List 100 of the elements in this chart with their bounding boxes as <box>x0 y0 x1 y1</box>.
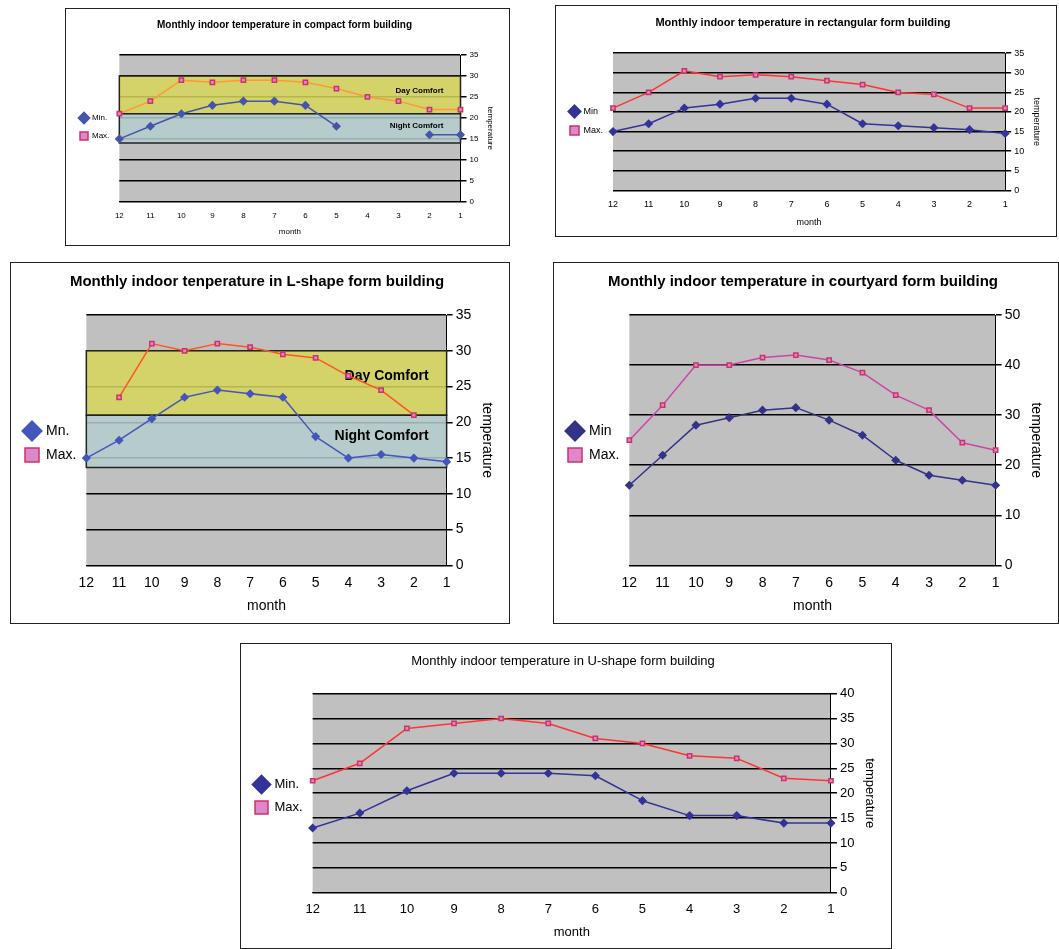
x-tick-label: 7 <box>272 210 278 220</box>
x-tick-label: 10 <box>176 210 187 220</box>
point <box>147 414 157 423</box>
x-tick-label: 9 <box>210 210 216 220</box>
point <box>824 415 834 425</box>
y-tick-label: 35 <box>1014 47 1025 58</box>
point <box>301 101 310 110</box>
y-tick-label: 10 <box>1004 506 1021 523</box>
y-axis-title: temperature <box>1028 402 1045 479</box>
x-tick-label: 3 <box>925 573 934 590</box>
point <box>638 796 647 805</box>
y-tick-label: 15 <box>839 809 855 825</box>
x-tick-label: 4 <box>344 573 353 590</box>
point <box>685 811 694 820</box>
x-tick-label: 6 <box>824 199 830 210</box>
y-tick-label: 25 <box>469 92 479 102</box>
point <box>208 101 217 110</box>
legend-label: Max. <box>274 799 303 815</box>
y-tick-label: 40 <box>1004 355 1021 372</box>
point <box>355 808 365 818</box>
x-tick-label: 4 <box>895 199 901 210</box>
y-tick-label: 25 <box>455 377 472 394</box>
y-tick-label: 10 <box>1014 145 1025 156</box>
x-tick-label: 10 <box>399 901 415 917</box>
y-tick-label: 50 <box>1004 305 1021 322</box>
y-tick-label: 30 <box>469 71 479 81</box>
x-axis-title: month <box>247 597 286 614</box>
x-tick-label: 1 <box>991 573 1000 590</box>
x-tick-label: 2 <box>409 573 418 590</box>
chart-title: Monthly indoor temperature in courtyard form building <box>607 272 999 290</box>
y-axis-title: temperature <box>862 758 878 829</box>
point <box>891 455 900 465</box>
y-tick-label: 30 <box>1004 406 1021 423</box>
point <box>278 393 288 402</box>
y-tick-label: 0 <box>839 884 848 900</box>
x-tick-label: 8 <box>753 199 759 210</box>
point <box>270 96 279 106</box>
point <box>115 134 124 144</box>
y-tick-label: 20 <box>1014 106 1025 117</box>
x-tick-label: 7 <box>246 573 255 590</box>
x-tick-label: 6 <box>591 901 599 917</box>
point <box>402 786 412 795</box>
point <box>724 413 734 422</box>
point <box>680 103 689 113</box>
x-tick-label: 2 <box>967 199 973 210</box>
x-tick-label: 10 <box>688 573 704 590</box>
chart-title: Monthly indoor temperature in compact form building <box>156 18 413 30</box>
x-tick-label: 11 <box>655 573 671 590</box>
y-tick-label: 5 <box>455 520 464 537</box>
x-tick-label: 4 <box>891 573 900 590</box>
point <box>180 393 189 402</box>
x-tick-label: 12 <box>608 199 619 210</box>
point <box>114 435 124 445</box>
y-tick-label: 30 <box>839 734 855 750</box>
point <box>924 471 934 480</box>
x-tick-label: 12 <box>305 901 320 917</box>
y-tick-label: 5 <box>1014 165 1020 176</box>
y-tick-label: 15 <box>469 134 479 144</box>
x-tick-label: 2 <box>958 573 967 590</box>
x-tick-label: 7 <box>788 199 794 210</box>
y-tick-label: 25 <box>1014 86 1025 97</box>
x-tick-label: 3 <box>396 210 402 220</box>
x-axis-title: month <box>796 217 822 228</box>
y-tick-label: 20 <box>1004 456 1021 473</box>
x-tick-label: 8 <box>213 573 222 590</box>
y-tick-label: 0 <box>469 197 475 206</box>
legend-label: Min. <box>92 113 108 123</box>
y-tick-label: 30 <box>455 341 472 358</box>
point <box>425 130 434 139</box>
x-tick-label: 3 <box>733 901 741 917</box>
point <box>791 403 801 412</box>
y-axis-title: temperature <box>486 106 495 151</box>
y-tick-label: 5 <box>469 176 475 186</box>
x-tick-label: 10 <box>144 573 160 590</box>
point <box>245 389 255 398</box>
y-tick-label: 10 <box>469 155 479 165</box>
point <box>715 99 725 109</box>
y-tick-label: 15 <box>1014 126 1025 137</box>
point <box>496 769 506 778</box>
x-tick-label: 6 <box>278 573 287 590</box>
point <box>608 127 618 136</box>
point <box>239 96 248 106</box>
x-axis-title: month <box>278 227 302 237</box>
legend-label: Min <box>583 105 599 116</box>
y-tick-label: 0 <box>1014 184 1020 195</box>
y-axis-title: temperature <box>479 402 496 479</box>
point <box>958 476 967 485</box>
point <box>332 122 341 131</box>
x-tick-label: 1 <box>827 901 835 917</box>
x-tick-label: 6 <box>825 573 834 590</box>
point <box>758 405 767 415</box>
point <box>991 481 1000 490</box>
x-tick-label: 4 <box>685 901 694 917</box>
y-tick-label: 35 <box>455 305 472 322</box>
y-tick-label: 25 <box>839 759 855 775</box>
point <box>344 453 353 463</box>
band-label: Day Comfort <box>395 86 444 96</box>
x-tick-label: 1 <box>442 573 451 590</box>
x-tick-label: 9 <box>180 573 189 590</box>
y-tick-label: 0 <box>1004 556 1013 573</box>
